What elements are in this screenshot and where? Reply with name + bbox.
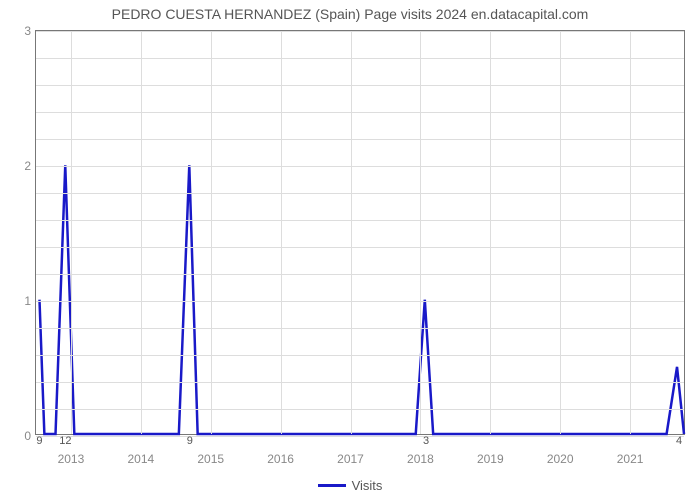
gridline-v — [420, 31, 421, 434]
y-tick-label: 3 — [24, 24, 36, 38]
x-tick-label: 2014 — [127, 434, 154, 466]
x-tick-label: 2016 — [267, 434, 294, 466]
y-tick-label: 2 — [24, 159, 36, 173]
gridline-h-major — [36, 166, 684, 167]
gridline-v — [560, 31, 561, 434]
x-tick-label: 2020 — [547, 434, 574, 466]
gridline-h-major — [36, 301, 684, 302]
visits-path — [39, 165, 684, 434]
y-tick-label: 0 — [24, 429, 36, 443]
gridline-v — [211, 31, 212, 434]
x-tick-label: 2017 — [337, 434, 364, 466]
gridline-h-minor — [36, 247, 684, 248]
gridline-v — [71, 31, 72, 434]
value-label: 4 — [676, 434, 682, 447]
gridline-v — [141, 31, 142, 434]
gridline-h-minor — [36, 58, 684, 59]
gridline-h-major — [36, 31, 684, 32]
x-tick-label: 2021 — [617, 434, 644, 466]
gridline-v — [351, 31, 352, 434]
legend-swatch — [318, 484, 346, 487]
x-tick-label: 2019 — [477, 434, 504, 466]
gridline-h-minor — [36, 193, 684, 194]
gridline-h-minor — [36, 139, 684, 140]
legend-label: Visits — [352, 478, 383, 493]
gridline-h-minor — [36, 328, 684, 329]
visits-line — [36, 31, 684, 434]
gridline-v — [490, 31, 491, 434]
gridline-h-minor — [36, 274, 684, 275]
legend: Visits — [0, 475, 700, 493]
legend-item-visits: Visits — [318, 478, 383, 493]
y-tick-label: 1 — [24, 294, 36, 308]
gridline-v — [630, 31, 631, 434]
gridline-h-minor — [36, 85, 684, 86]
gridline-h-minor — [36, 382, 684, 383]
gridline-h-minor — [36, 409, 684, 410]
value-label: 12 — [59, 434, 71, 447]
gridline-h-minor — [36, 112, 684, 113]
gridline-h-minor — [36, 220, 684, 221]
gridline-h-minor — [36, 355, 684, 356]
x-tick-label: 2018 — [407, 434, 434, 466]
gridline-v — [281, 31, 282, 434]
value-label: 3 — [423, 434, 429, 447]
chart-title: PEDRO CUESTA HERNANDEZ (Spain) Page visi… — [0, 6, 700, 22]
value-label: 9 — [187, 434, 193, 447]
x-tick-label: 2015 — [197, 434, 224, 466]
plot-area: 0123201320142015201620172018201920202021… — [35, 30, 685, 435]
value-label: 9 — [36, 434, 42, 447]
